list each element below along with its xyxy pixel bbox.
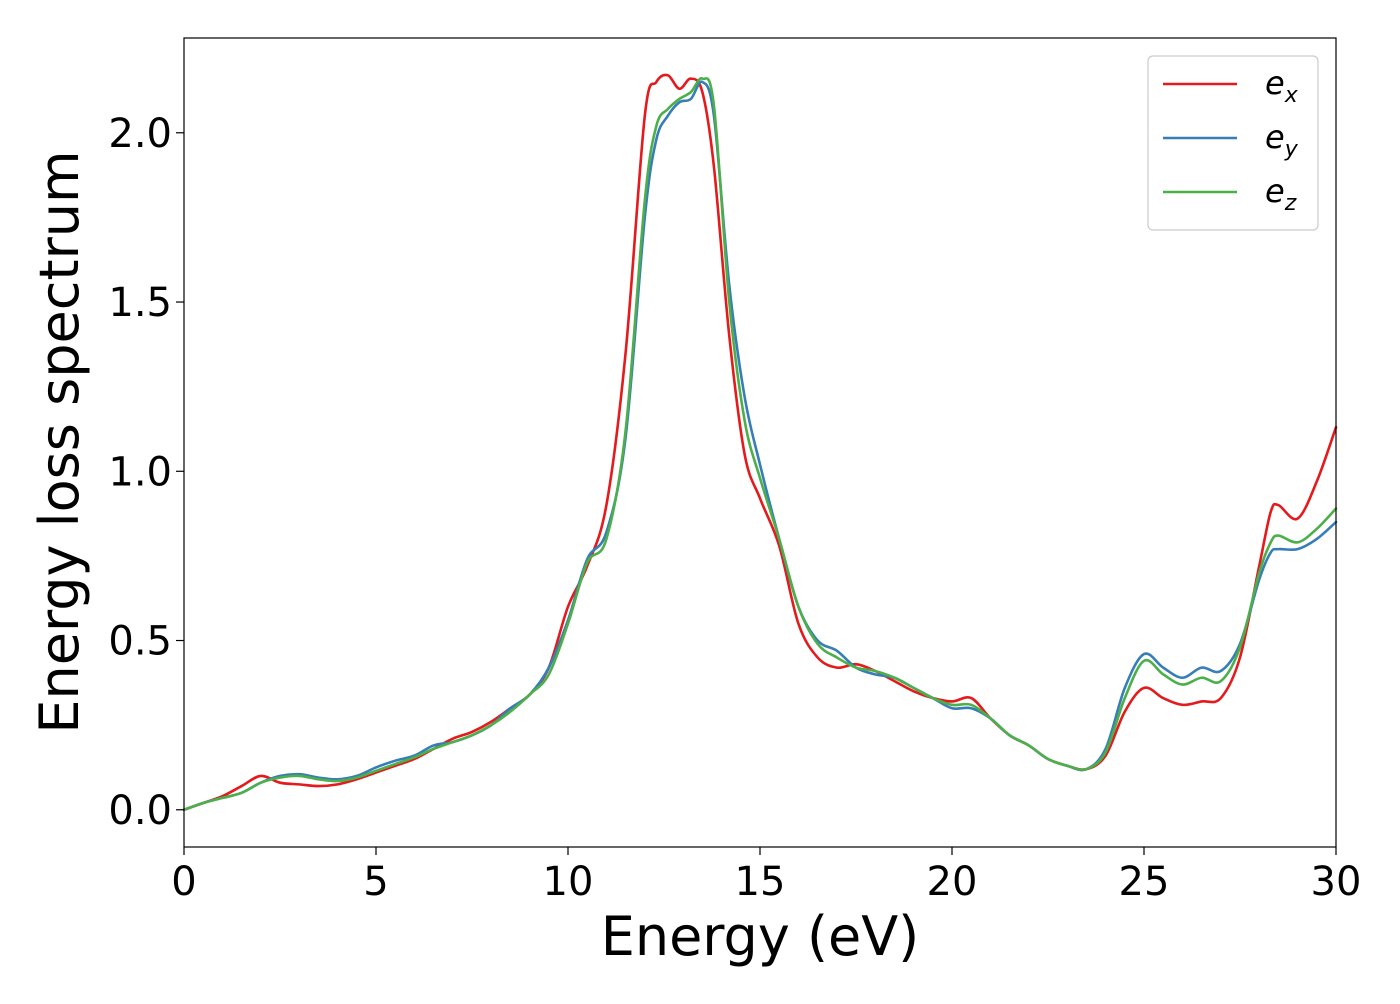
- x-tick-label: 30: [1311, 859, 1362, 905]
- legend-box: [1147, 55, 1319, 231]
- series-line-y: [182, 80, 1338, 812]
- x-tick-label: 0: [171, 859, 196, 905]
- series-line-z: [182, 77, 1338, 812]
- x-tick-label: 15: [735, 859, 786, 905]
- series-line-x: [182, 73, 1338, 812]
- x-tick-label: 5: [363, 859, 388, 905]
- x-tick-label: 25: [1119, 859, 1170, 905]
- y-tick-label: 1.0: [108, 449, 172, 495]
- y-tick-label: 2.0: [108, 111, 172, 157]
- series-layer: [182, 73, 1338, 812]
- x-tick-label: 10: [543, 859, 594, 905]
- plot-background: [184, 38, 1336, 847]
- x-tick-label: 20: [927, 859, 978, 905]
- x-axis-title: Energy (eV): [601, 905, 920, 968]
- y-tick-label: 0.0: [108, 788, 172, 834]
- y-axis-title: Energy loss spectrum: [28, 150, 91, 733]
- y-axis-ticks: 0.0 0.5 1.0 1.5 2.0: [108, 111, 184, 834]
- y-tick-label: 0.5: [108, 619, 172, 665]
- y-tick-label: 1.5: [108, 280, 172, 326]
- x-axis-ticks: 0 5 10 15 20 25 30: [171, 847, 1361, 905]
